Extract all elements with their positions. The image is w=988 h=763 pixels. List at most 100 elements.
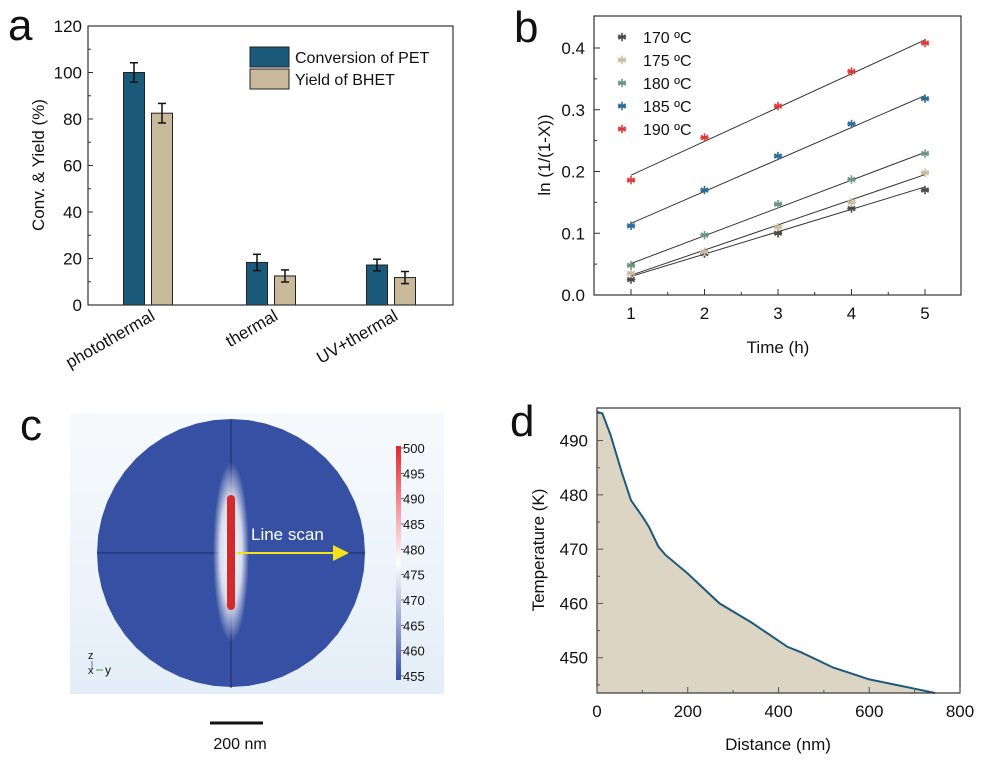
c-colorbar-tick-label: 470 — [403, 593, 425, 608]
a-x-tick-label: UV+thermal — [313, 306, 401, 368]
b-legend-marker — [617, 101, 627, 111]
b-x-axis-label: Time (h) — [747, 338, 810, 357]
d-y-tick-label: 480 — [560, 486, 588, 505]
panel-label-a: a — [8, 1, 33, 50]
a-legend: Conversion of PET Yield of BHET — [249, 46, 430, 90]
a-y-tick-label: 0 — [73, 296, 82, 315]
d-y-tick-label: 450 — [560, 649, 588, 668]
panel-label-d: d — [510, 397, 535, 446]
b-data-point — [700, 247, 709, 256]
a-legend-label-conversion: Conversion of PET — [295, 50, 430, 67]
a-y-tick-label: 40 — [63, 203, 82, 222]
b-data-point — [920, 149, 930, 158]
a-x-tick-label: thermal — [222, 306, 281, 351]
b-legend: 170 ºC 175 ºC 180 ºC 185 ºC 190 ºC — [617, 30, 692, 139]
b-data-point — [773, 151, 783, 161]
b-y-axis-label: ln (1/(1-X)) — [535, 114, 554, 195]
d-x-tick-label: 800 — [946, 702, 974, 721]
b-y-tick-label: 0.3 — [561, 101, 585, 120]
b-data-point — [847, 67, 856, 76]
a-y-tick-label: 100 — [54, 64, 82, 83]
c-triad-z: z — [88, 650, 94, 662]
c-colorbar-tick-label: 475 — [403, 568, 425, 583]
d-y-tick-label: 470 — [560, 540, 588, 559]
c-colorbar-tick-label: 480 — [403, 542, 425, 557]
b-legend-label: 175 ºC — [643, 53, 692, 70]
c-colorbar-tick-label: 455 — [403, 669, 425, 684]
panel-c-thermal-map: Line scan 500 495 490 485 480 475 470 465 460 455… — [70, 413, 444, 753]
b-data-point — [626, 261, 636, 270]
panel-d-area-chart: 450 460 470 480 490 0 200 400 600 800 Temperature… — [529, 407, 974, 754]
c-triad-x: x — [88, 665, 94, 677]
b-data-point — [920, 38, 930, 48]
b-legend-marker — [617, 124, 627, 134]
b-data-point — [773, 200, 783, 209]
b-y-tick-label: 0.4 — [561, 39, 585, 58]
b-legend-label: 170 ºC — [643, 30, 692, 47]
b-data-point — [847, 175, 856, 184]
a-y-tick-label: 20 — [63, 250, 82, 269]
d-y-tick-label: 490 — [560, 432, 588, 451]
c-scalebar-label: 200 nm — [213, 736, 266, 753]
panel-label-b: b — [514, 3, 539, 52]
b-data-point — [626, 221, 636, 231]
c-colorbar-ticks: 500 495 490 485 480 475 470 465 460 455 — [401, 441, 425, 684]
a-y-tick-label: 80 — [63, 110, 82, 129]
b-legend-label: 180 ºC — [643, 76, 692, 93]
panel-a-bar-chart: 0 20 40 60 80 100 120 photothermal thermal UV+the… — [29, 17, 454, 372]
b-data-point — [847, 198, 856, 207]
a-y-tick-label: 60 — [63, 157, 82, 176]
b-y-tick-label: 0.0 — [561, 286, 585, 305]
b-y-tick-label: 0.2 — [561, 163, 585, 182]
b-data-point — [700, 133, 709, 142]
d-x-tick-label: 0 — [592, 702, 601, 721]
c-colorbar-tick-label: 485 — [403, 517, 425, 532]
c-triad-y: y — [105, 663, 111, 677]
a-y-axis-label: Conv. & Yield (%) — [29, 99, 48, 231]
b-x-tick-label: 5 — [920, 304, 929, 323]
a-bar — [123, 72, 145, 306]
c-hotspot-rod — [227, 495, 235, 610]
b-legend-marker — [617, 55, 627, 65]
b-y-tick-label: 0.1 — [561, 224, 585, 243]
b-data-point — [773, 222, 783, 232]
b-data-point — [700, 230, 709, 240]
b-data-point — [847, 119, 856, 129]
d-x-tick-label: 400 — [764, 702, 792, 721]
c-axes-triad: z x y — [88, 650, 111, 677]
b-data-point — [626, 175, 636, 185]
d-x-axis-label: Distance (nm) — [725, 735, 831, 754]
c-colorbar-tick-label: 465 — [403, 618, 425, 633]
c-colorbar — [396, 446, 401, 680]
c-colorbar-tick-label: 460 — [403, 644, 425, 659]
d-x-tick-label: 200 — [674, 702, 702, 721]
b-data-point — [626, 269, 636, 278]
b-legend-marker — [617, 78, 627, 88]
a-legend-label-yield: Yield of BHET — [295, 72, 395, 89]
panel-b-scatter-chart: 0.0 0.1 0.2 0.3 0.4 1 2 3 4 5 ln (1/(1-X)) Time (… — [535, 15, 962, 357]
a-legend-swatch-conversion — [249, 46, 290, 68]
c-colorbar-tick-label: 500 — [403, 441, 425, 456]
b-data-point — [700, 185, 709, 195]
d-area-fill — [597, 411, 935, 693]
b-x-tick-label: 1 — [626, 304, 635, 323]
c-colorbar-tick-label: 490 — [403, 492, 425, 507]
b-data-point — [920, 185, 930, 195]
b-data-point — [920, 168, 930, 177]
b-data-point — [920, 94, 930, 103]
d-x-tick-label: 600 — [855, 702, 883, 721]
b-x-tick-label: 2 — [700, 304, 709, 323]
a-bar — [151, 112, 173, 306]
panel-label-c: c — [20, 401, 42, 450]
b-data-point — [773, 101, 783, 111]
b-legend-label: 190 ºC — [643, 122, 692, 139]
b-x-tick-label: 3 — [773, 304, 782, 323]
a-x-tick-label: photothermal — [63, 306, 158, 372]
d-temperature-curve — [596, 410, 936, 694]
d-y-axis-label: Temperature (K) — [529, 489, 548, 612]
d-y-tick-label: 460 — [560, 594, 588, 613]
b-x-tick-label: 4 — [847, 304, 856, 323]
a-y-tick-label: 120 — [54, 17, 82, 36]
b-legend-label: 185 ºC — [643, 99, 692, 116]
